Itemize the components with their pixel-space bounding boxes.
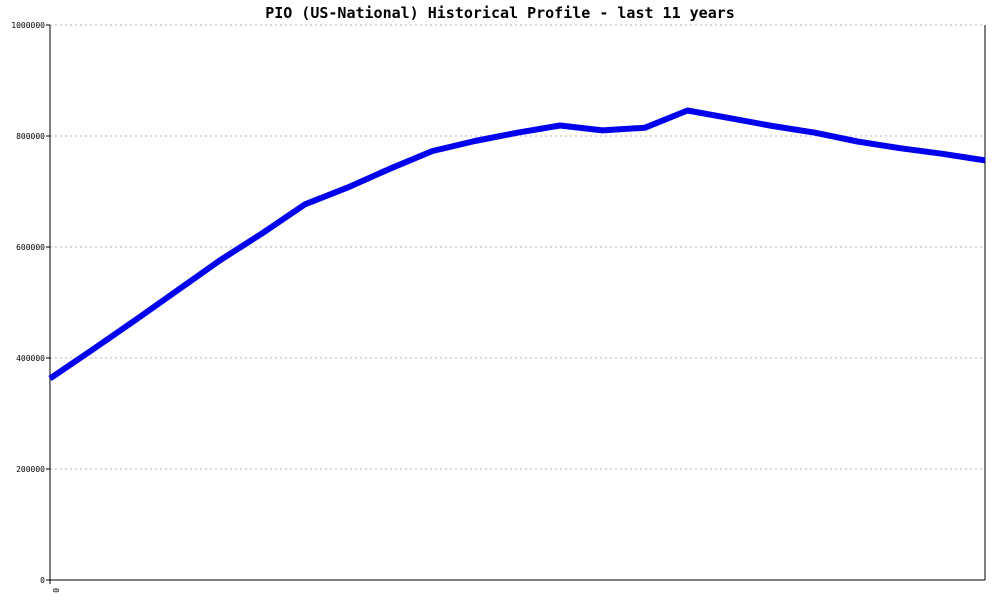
y-tick-label: 800000 — [16, 132, 45, 141]
series-layer — [48, 107, 986, 381]
y-tick-label: 1000000 — [11, 21, 45, 30]
tick-labels: 0 200000 400000 600000 800000 1000000 0 — [11, 21, 60, 593]
y-tick-label: 600000 — [16, 243, 45, 252]
chart-title: PIO (US-National) Historical Profile - l… — [265, 4, 735, 22]
y-tick-label: 400000 — [16, 354, 45, 363]
series-line — [48, 107, 986, 381]
grid-lines — [50, 24, 985, 470]
x-tick-label: 0 — [51, 588, 60, 593]
axes — [46, 24, 986, 584]
y-tick-label: 200000 — [16, 465, 45, 474]
y-tick-label: 0 — [40, 576, 45, 585]
